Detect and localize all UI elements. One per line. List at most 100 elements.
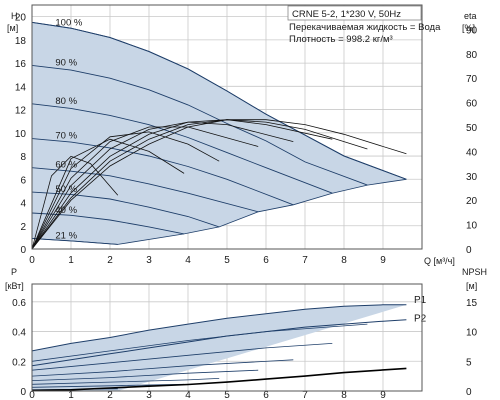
head-envelope-area: [32, 21, 407, 245]
y-left-tick-label: 12: [15, 106, 27, 117]
y-right-tick-label: 60: [466, 99, 478, 110]
p-tick-label: 0.4: [12, 328, 26, 339]
eta-curve-21pct: [32, 155, 119, 249]
bottom-plot-frame: [31, 283, 423, 392]
y-left-tick-label: 18: [15, 36, 27, 47]
speed-label: 40 %: [55, 205, 77, 216]
x-tick-label: 9: [380, 390, 386, 400]
x-tick-label: 4: [185, 255, 191, 266]
y-left-tick-label: 10: [15, 129, 27, 140]
speed-label: 50 %: [55, 184, 77, 195]
y-right-tick-label: 30: [466, 172, 478, 183]
npsh-curve: [32, 367, 407, 391]
npsh-tick-label: 15: [466, 298, 478, 309]
x-tick-label: 0: [29, 255, 35, 266]
head-curve-100pct: [32, 21, 407, 180]
p-tick-label: 0.6: [12, 298, 26, 309]
power-npsh-curves: [32, 304, 407, 391]
eta-curve-90pct: [32, 119, 368, 249]
y-right-tick-label: 70: [466, 74, 478, 85]
x-tick-label: 2: [107, 255, 113, 266]
eta-curve-50pct: [32, 131, 220, 249]
power-speed-curve: [32, 323, 368, 362]
x-tick-label: 5: [224, 390, 230, 400]
title-box: [287, 5, 422, 21]
info-line-density: Плотность = 998.2 кг/м³: [289, 34, 393, 45]
head-curve-80pct: [32, 103, 333, 194]
y-right-tick-label: 0: [466, 245, 472, 256]
series-label-p1: P1: [414, 295, 427, 306]
y-right-tick-label: 10: [466, 221, 478, 232]
npsh-axis-label: NPSH: [462, 267, 487, 277]
speed-label: 100 %: [55, 17, 82, 28]
x-tick-label: 1: [68, 255, 74, 266]
power-curve-p1: [32, 304, 407, 352]
head-curve-21pct: [32, 238, 118, 245]
npsh-tick-label: 0: [466, 387, 472, 398]
power-speed-curve: [32, 343, 333, 371]
x-tick-label: 6: [263, 390, 269, 400]
speed-labels: 100 % 90 % 80 % 70 % 60 % 50 % 40 % 21 %: [55, 17, 82, 241]
y-left-unit: [м]: [7, 23, 18, 33]
speed-label: 80 %: [55, 96, 77, 107]
x-tick-label: 3: [146, 255, 152, 266]
x-tick-label: 5: [224, 255, 230, 266]
x-tick-label: 7: [302, 390, 308, 400]
x-tick-label: 2: [107, 390, 113, 400]
p-axis-unit: [кВт]: [5, 281, 24, 291]
x-tick-label: 3: [146, 390, 152, 400]
x-axis-label: Q [м³/ч]: [424, 256, 455, 266]
power-speed-curve: [32, 359, 294, 377]
head-curve-70pct: [32, 138, 294, 206]
x-tick-label: 8: [341, 390, 347, 400]
series-label-p2: P2: [414, 314, 427, 325]
y-right-unit: [%]: [462, 23, 475, 33]
x-tick-label: 4: [185, 390, 191, 400]
head-curve-60pct: [32, 167, 259, 213]
y-left-tick-label: 6: [20, 175, 26, 186]
head-curve-90pct: [32, 64, 368, 186]
y-right-tick-label: 80: [466, 50, 478, 61]
chart-title: CRNE 5-2, 1*230 V, 50Hz: [292, 9, 401, 20]
top-plot-frame: [31, 4, 423, 250]
y-left-tick-label: 2: [20, 222, 26, 233]
x-tick-label: 6: [263, 255, 269, 266]
speed-label: 70 %: [55, 131, 77, 142]
head-eta-curves: [32, 21, 407, 249]
x-tick-label: 8: [341, 255, 347, 266]
y-left-tick-label: 0: [20, 245, 26, 256]
y-left-tick-label: 4: [20, 199, 26, 210]
power-speed-curve: [32, 383, 185, 388]
speed-label: 21 %: [55, 231, 77, 242]
power-series-labels: P1 P2: [414, 295, 427, 325]
npsh-axis-unit: [м]: [466, 281, 477, 291]
head-curve-50pct: [32, 191, 220, 228]
p-tick-label: 0: [20, 387, 26, 398]
x-tick-label: 9: [380, 255, 386, 266]
y-left-tick-label: 20: [15, 13, 27, 24]
y-left-tick-label: 16: [15, 59, 27, 70]
x-tick-label: 1: [68, 390, 74, 400]
npsh-tick-label: 10: [466, 328, 478, 339]
eta-curve-80pct: [32, 119, 333, 249]
info-line-liquid: Перекачиваемая жидкость = Вода: [289, 22, 441, 33]
y-left-tick-label: 8: [20, 152, 26, 163]
y-right-tick-label: 40: [466, 147, 478, 158]
speed-label: 60 %: [55, 160, 77, 171]
y-right-label: eta: [464, 11, 477, 21]
eta-curve-40pct: [32, 138, 185, 249]
y-right-tick-label: 50: [466, 123, 478, 134]
y-right-tick-label: 20: [466, 196, 478, 207]
p-tick-label: 0.2: [12, 357, 26, 368]
y-left-tick-label: 14: [15, 82, 27, 93]
top-tick-labels: 0 1 2 3 4 5 6 7 8 9024681012141618200102030405060…: [15, 13, 478, 266]
x-tick-label: 0: [29, 390, 35, 400]
power-speed-curve: [32, 369, 259, 381]
speed-label: 90 %: [55, 57, 77, 68]
power-speed-curve: [32, 378, 220, 385]
bottom-tick-labels: 0 1 2 3 4 5 6 7 8 9 0 0.2 0.4 0.6 0 5 10 15: [12, 298, 477, 400]
